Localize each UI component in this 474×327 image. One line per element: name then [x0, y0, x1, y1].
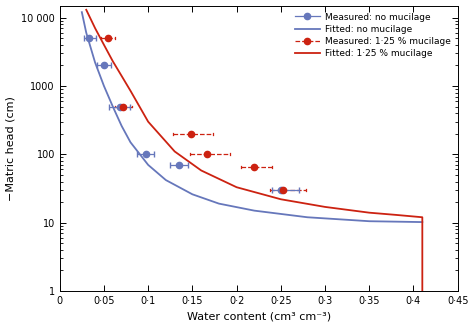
Legend: Measured: no mucilage, Fitted: no mucilage, Measured: 1·25 % mucilage, Fitted: 1: Measured: no mucilage, Fitted: no mucila…: [292, 10, 453, 61]
X-axis label: Water content (cm³ cm⁻³): Water content (cm³ cm⁻³): [187, 311, 331, 321]
Y-axis label: −Matric head (cm): −Matric head (cm): [6, 96, 16, 201]
